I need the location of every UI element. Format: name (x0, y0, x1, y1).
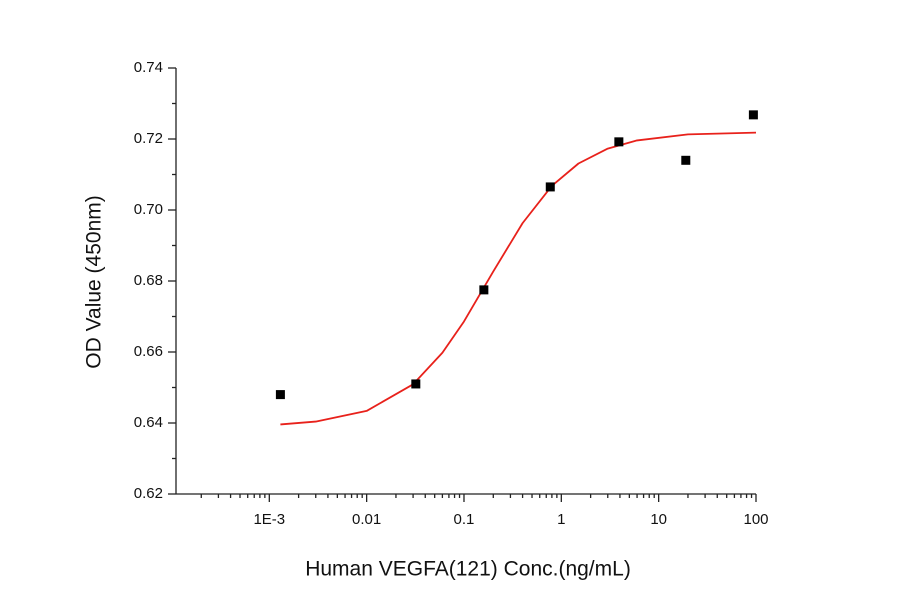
y-tick-label: 0.72 (134, 130, 163, 147)
data-point (748, 110, 758, 120)
y-tick-label: 0.64 (134, 414, 163, 431)
data-point (545, 182, 555, 192)
data-point (614, 137, 624, 147)
y-tick-label: 0.68 (134, 272, 163, 289)
data-point (479, 285, 489, 295)
y-tick-label: 0.62 (134, 485, 163, 502)
x-tick-label: 10 (650, 511, 667, 528)
x-tick-label: 1E-3 (253, 511, 285, 528)
data-point (275, 390, 285, 400)
x-tick-label: 100 (743, 511, 768, 528)
y-tick-label: 0.70 (134, 201, 163, 218)
x-tick-label: 0.01 (352, 511, 381, 528)
y-tick-label: 0.74 (134, 59, 163, 76)
x-tick-label: 0.1 (454, 511, 475, 528)
y-axis-title: OD Value (450nm) (83, 195, 106, 369)
y-tick-label: 0.66 (134, 343, 163, 360)
x-tick-label: 1 (557, 511, 565, 528)
data-point (411, 379, 421, 389)
x-axis-title: Human VEGFA(121) Conc.(ng/mL) (305, 558, 631, 581)
data-point (681, 155, 691, 165)
fit-curve (280, 131, 757, 426)
